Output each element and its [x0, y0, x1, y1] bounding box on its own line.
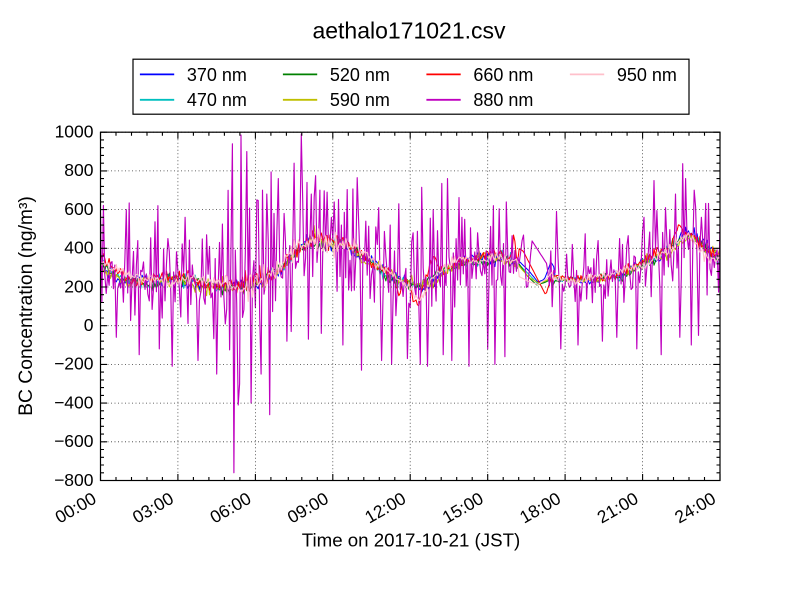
- svg-text:09:00: 09:00: [284, 488, 332, 527]
- svg-text:520 nm: 520 nm: [330, 65, 390, 85]
- svg-text:400: 400: [64, 238, 93, 258]
- svg-text:950 nm: 950 nm: [617, 65, 677, 85]
- svg-text:1000: 1000: [55, 122, 94, 142]
- svg-text:200: 200: [64, 276, 93, 296]
- svg-text:−600: −600: [54, 431, 94, 451]
- svg-text:03:00: 03:00: [129, 488, 177, 527]
- svg-text:BC Concentration (ng/m³): BC Concentration (ng/m³): [16, 196, 37, 416]
- svg-text:660 nm: 660 nm: [473, 65, 533, 85]
- svg-text:800: 800: [64, 160, 93, 180]
- svg-text:00:00: 00:00: [52, 488, 100, 527]
- svg-text:880 nm: 880 nm: [473, 90, 533, 110]
- svg-text:−800: −800: [54, 470, 94, 490]
- svg-text:−200: −200: [54, 354, 94, 374]
- svg-text:18:00: 18:00: [516, 488, 564, 527]
- svg-text:aethalo171021.csv: aethalo171021.csv: [312, 18, 506, 44]
- svg-text:06:00: 06:00: [206, 488, 254, 527]
- svg-text:590 nm: 590 nm: [330, 90, 390, 110]
- svg-text:−400: −400: [54, 392, 94, 412]
- svg-text:0: 0: [84, 315, 94, 335]
- svg-text:15:00: 15:00: [439, 488, 487, 527]
- svg-text:24:00: 24:00: [671, 488, 719, 527]
- svg-text:600: 600: [64, 199, 93, 219]
- svg-text:470 nm: 470 nm: [187, 90, 247, 110]
- svg-text:Time on 2017-10-21 (JST): Time on 2017-10-21 (JST): [302, 530, 520, 551]
- svg-text:370 nm: 370 nm: [187, 65, 247, 85]
- svg-text:12:00: 12:00: [361, 488, 409, 527]
- svg-text:21:00: 21:00: [594, 488, 642, 527]
